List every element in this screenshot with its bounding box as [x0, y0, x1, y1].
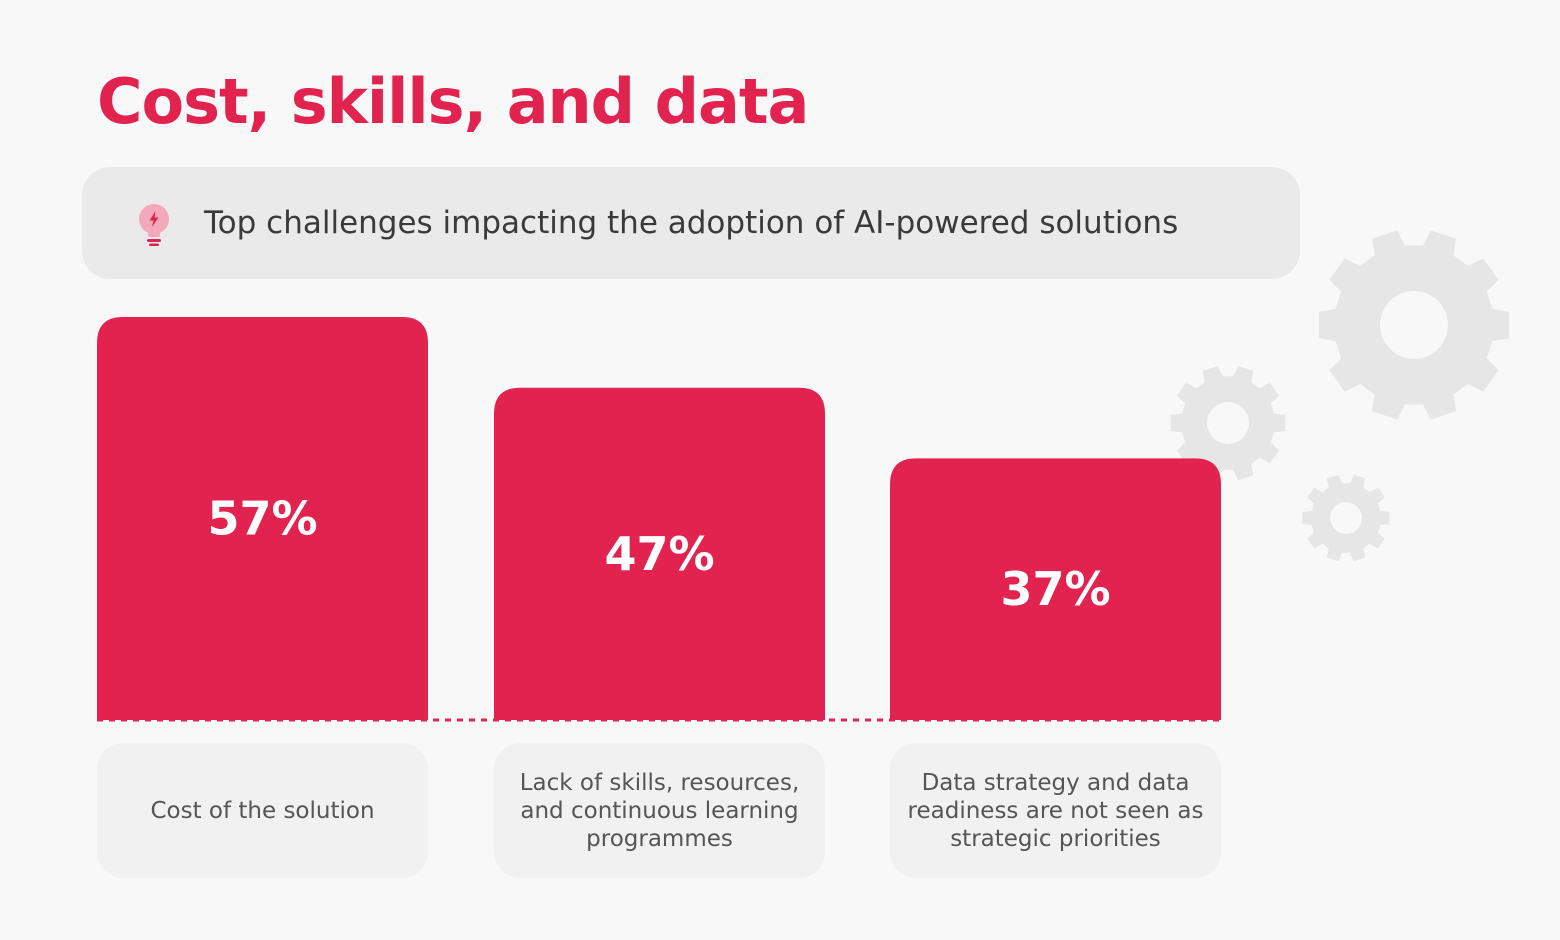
page-title: Cost, skills, and data [97, 65, 809, 138]
category-label-box: Cost of the solution [97, 743, 428, 878]
small-gear-icon [1302, 474, 1390, 562]
subtitle-text: Top challenges impacting the adoption of… [204, 205, 1179, 241]
large-gear-icon [1318, 230, 1510, 420]
bar [97, 317, 428, 720]
subtitle-banner [82, 167, 1300, 279]
bar [494, 387, 825, 720]
category-label: Cost of the solution [150, 797, 375, 824]
bar-value-label: 47% [604, 527, 714, 581]
category-label-box: Data strategy and data readiness are not… [890, 743, 1221, 878]
bar [890, 458, 1221, 720]
medium-gear-icon [1170, 365, 1286, 481]
bar-value-label: 57% [207, 492, 317, 546]
lightbulb-icon [139, 204, 169, 246]
category-label-box: Lack of skills, resources, and continuou… [494, 743, 825, 878]
bar-value-label: 37% [1000, 562, 1110, 616]
category-label: Data strategy and data readiness are not… [907, 769, 1204, 852]
category-label: Lack of skills, resources, and continuou… [519, 769, 800, 852]
